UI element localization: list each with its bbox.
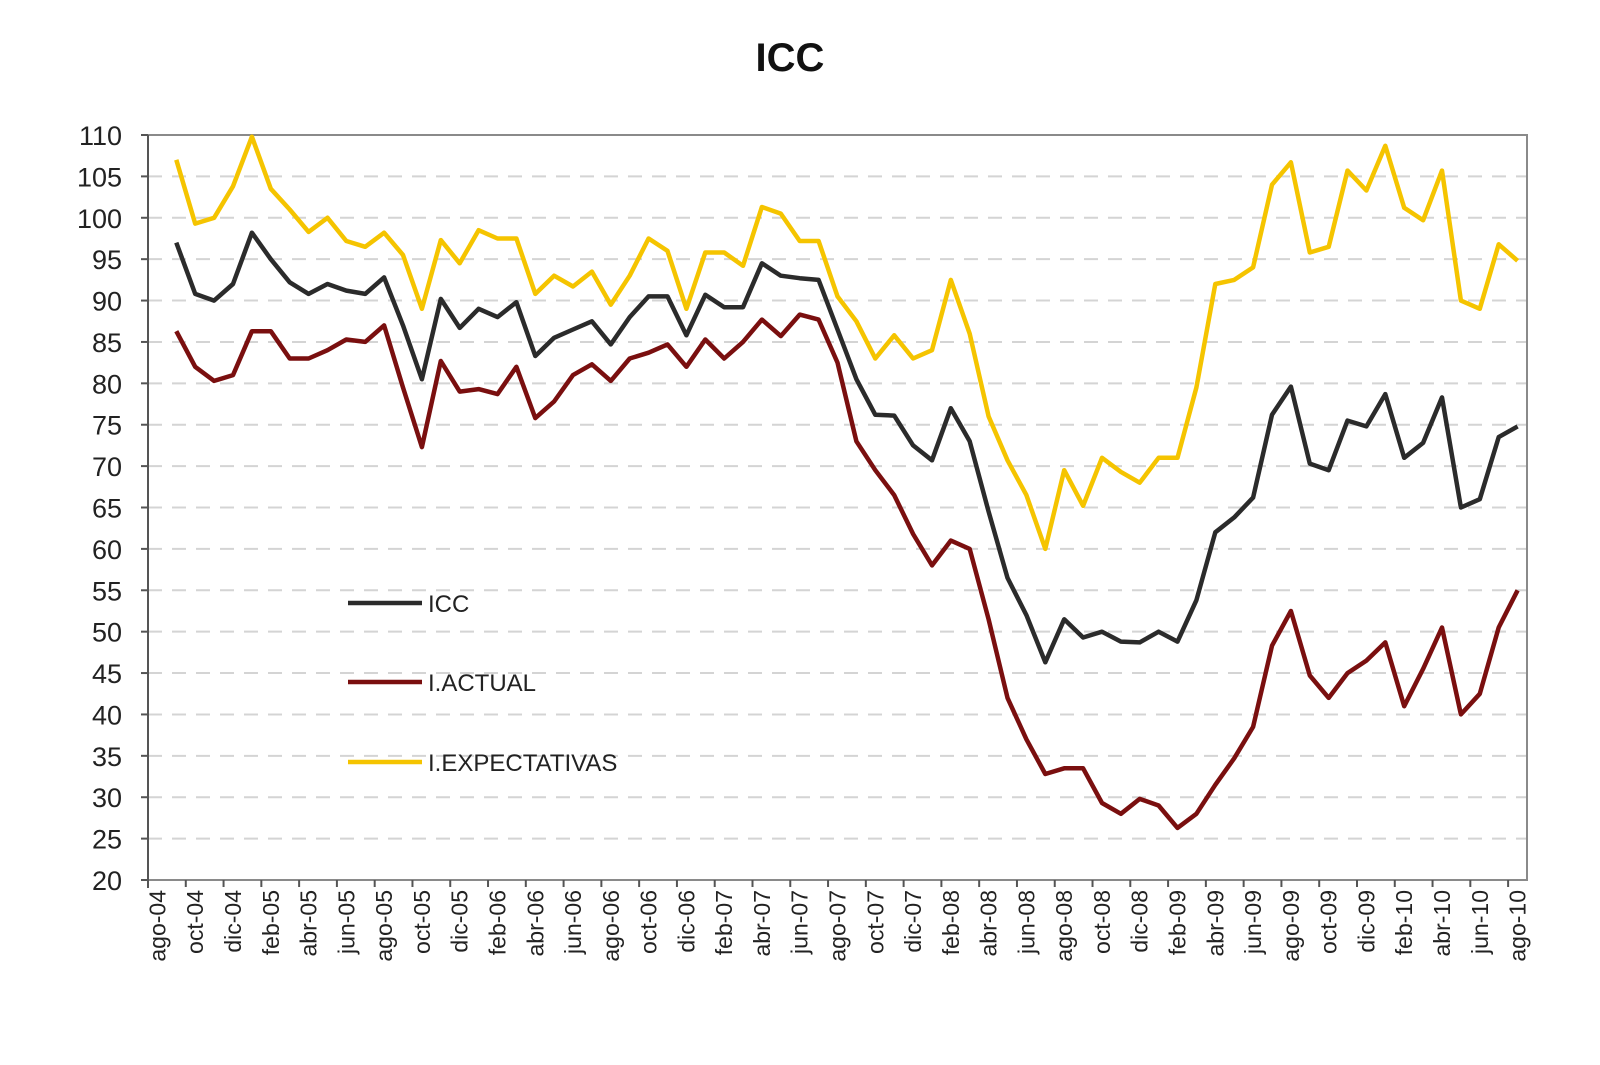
x-tick-label: jun-10 — [1467, 890, 1493, 955]
series-line-i-actual — [174, 312, 1520, 831]
x-tick-label: ago-05 — [371, 890, 397, 962]
x-tick-label: abr-10 — [1429, 890, 1455, 956]
y-tick-label: 70 — [92, 452, 122, 482]
x-tick-label: abr-05 — [296, 890, 322, 956]
x-tick-label: oct-07 — [862, 890, 888, 954]
x-tick-label: oct-08 — [1089, 890, 1115, 954]
x-tick-label: oct-04 — [182, 890, 208, 954]
x-tick-label: ago-04 — [144, 890, 170, 962]
y-tick-label: 100 — [77, 204, 122, 234]
series-line-i-expectativas — [174, 134, 1520, 552]
y-tick-label: 60 — [92, 535, 122, 565]
chart-title: ICC — [756, 36, 825, 80]
x-tick-label: dic-05 — [447, 890, 473, 953]
x-tick-label: oct-06 — [636, 890, 662, 954]
y-tick-label: 45 — [92, 659, 122, 689]
x-tick-label: oct-05 — [409, 890, 435, 954]
x-tick-label: feb-05 — [258, 890, 284, 955]
legend-label: I.ACTUAL — [428, 670, 536, 697]
y-tick-label: 20 — [92, 866, 122, 896]
x-axis: ago-04 oct-04 dic-04 feb-05 abr-05 jun-05 ago-… — [144, 880, 1531, 962]
x-tick-label: feb-09 — [1165, 890, 1191, 955]
y-tick-label: 90 — [92, 287, 122, 317]
x-tick-label: jun-08 — [1013, 890, 1039, 955]
series-line-icc — [174, 230, 1519, 665]
x-tick-label: feb-06 — [484, 890, 510, 955]
y-tick-label: 40 — [92, 700, 122, 730]
y-tick-label: 95 — [92, 245, 122, 275]
y-tick-label: 55 — [92, 576, 122, 606]
x-tick-label: dic-09 — [1353, 890, 1379, 953]
x-tick-label: feb-10 — [1391, 890, 1417, 955]
y-tick-label: 30 — [92, 783, 122, 813]
x-tick-label: feb-07 — [711, 890, 737, 955]
x-tick-label: feb-08 — [938, 890, 964, 955]
x-tick-label: ago-10 — [1505, 890, 1531, 962]
y-tick-label: 35 — [92, 742, 122, 772]
legend-label: I.EXPECTATIVAS — [428, 750, 617, 777]
x-tick-label: abr-07 — [749, 890, 775, 956]
x-tick-label: dic-04 — [220, 890, 246, 953]
x-tick-label: ago-07 — [825, 890, 851, 962]
x-tick-label: ago-06 — [598, 890, 624, 962]
legend: ICC I.ACTUAL I.EXPECTATIVAS — [348, 591, 617, 777]
y-tick-label: 105 — [77, 162, 122, 192]
x-tick-label: ago-09 — [1278, 890, 1304, 962]
x-tick-label: abr-06 — [522, 890, 548, 956]
y-tick-label: 85 — [92, 328, 122, 358]
x-tick-label: jun-09 — [1240, 890, 1266, 955]
x-tick-label: abr-09 — [1202, 890, 1228, 956]
x-tick-label: jun-06 — [560, 890, 586, 955]
legend-label: ICC — [428, 591, 469, 618]
x-tick-label: jun-05 — [333, 890, 359, 955]
x-tick-label: jun-07 — [787, 890, 813, 955]
x-tick-label: dic-07 — [900, 890, 926, 953]
y-tick-label: 25 — [92, 825, 122, 855]
x-tick-label: dic-08 — [1127, 890, 1153, 953]
x-tick-label: oct-09 — [1316, 890, 1342, 954]
gridlines — [148, 175, 1527, 840]
plot-area — [147, 134, 1528, 881]
y-axis: 20 25 30 35 40 45 50 55 60 65 70 75 80 85 90 95 100 105 11… — [77, 121, 149, 896]
x-tick-label: ago-08 — [1051, 890, 1077, 962]
y-tick-label: 75 — [92, 411, 122, 441]
y-tick-label: 65 — [92, 494, 122, 524]
y-tick-label: 80 — [92, 369, 122, 399]
x-tick-label: dic-06 — [673, 890, 699, 953]
y-tick-label: 50 — [92, 618, 122, 648]
x-tick-label: abr-08 — [976, 890, 1002, 956]
y-tick-label: 110 — [79, 121, 122, 151]
series-lines — [174, 134, 1520, 831]
